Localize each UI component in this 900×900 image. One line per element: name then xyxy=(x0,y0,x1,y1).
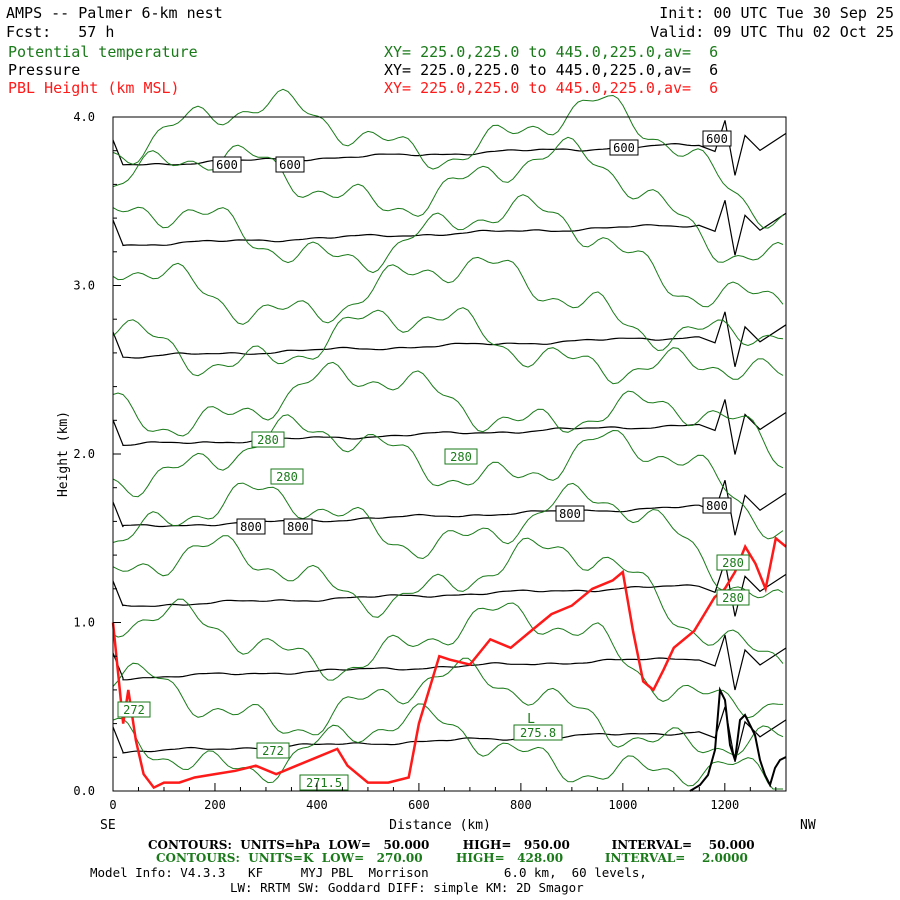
svg-text:272: 272 xyxy=(262,744,284,758)
theta-contour xyxy=(112,307,784,385)
theta-label: 280 xyxy=(251,431,285,448)
x-tick-label: 600 xyxy=(408,798,430,812)
pbl-height-line xyxy=(111,536,787,790)
model-info-line1: Model Info: V4.3.3 KF MYJ PBL Morrison 6… xyxy=(90,865,647,880)
init-time: Init: 00 UTC Tue 30 Sep 25 xyxy=(659,4,894,22)
pressure-contour xyxy=(112,561,787,617)
y-axis-label: Height (km) xyxy=(56,411,71,497)
theta-label: 280 xyxy=(270,468,304,485)
x-tick-label: 200 xyxy=(204,798,226,812)
theta-label: 280 xyxy=(716,589,750,606)
theta-contour xyxy=(112,88,784,229)
svg-text:275.8: 275.8 xyxy=(520,726,556,740)
svg-text:800: 800 xyxy=(240,520,262,534)
terrain-line xyxy=(689,686,787,792)
field-xy-pressure: XY= 225.0,225.0 to 445.0,225.0,av= 6 xyxy=(384,61,719,79)
field-xy-pbl: XY= 225.0,225.0 to 445.0,225.0,av= 6 xyxy=(384,79,719,97)
svg-text:280: 280 xyxy=(450,450,472,464)
terrain-profile xyxy=(689,686,787,792)
svg-text:280: 280 xyxy=(276,470,298,484)
theta-contours xyxy=(112,88,784,790)
x-tick-label: 800 xyxy=(510,798,532,812)
field-name-pressure: Pressure xyxy=(8,61,81,79)
theta-label: 280 xyxy=(716,554,750,571)
valid-time: Valid: 09 UTC Thu 02 Oct 25 xyxy=(650,23,894,41)
svg-text:800: 800 xyxy=(559,507,581,521)
pressure-label: 600 xyxy=(609,139,639,156)
pressure-label: 600 xyxy=(702,130,732,147)
theta-contour xyxy=(112,361,784,469)
pressure-contour xyxy=(112,634,787,691)
field-name-pbl: PBL Height (km MSL) xyxy=(8,79,180,97)
pressure-label: 800 xyxy=(702,497,732,514)
theta-label: 280 xyxy=(444,448,478,465)
pressure-label: 800 xyxy=(555,505,585,522)
model-info-line2: LW: RRTM SW: Goddard DIFF: simple KM: 2D… xyxy=(230,880,584,895)
left-end-label: SE xyxy=(100,818,116,833)
theta-contour xyxy=(112,703,783,790)
theta-contour xyxy=(112,256,784,352)
theta-label: 275.8 xyxy=(513,724,563,741)
svg-text:271.5: 271.5 xyxy=(306,776,342,790)
x-tick-label: 1200 xyxy=(710,798,739,812)
pressure-label: 600 xyxy=(275,156,305,173)
pressure-contour xyxy=(112,399,787,455)
svg-text:272: 272 xyxy=(123,703,145,717)
x-axis-label: Distance (km) xyxy=(389,818,491,833)
theta-contour xyxy=(112,414,784,540)
field-xy-theta: XY= 225.0,225.0 to 445.0,225.0,av= 6 xyxy=(384,43,719,61)
theta-label: 272 xyxy=(256,742,290,759)
axes: 0 200 400 600 800 1000 1200 0.0 1.0 2.0 3.0 4.0 xyxy=(73,110,777,812)
x-tick-label: 0 xyxy=(109,798,116,812)
svg-text:600: 600 xyxy=(279,158,301,172)
svg-text:280: 280 xyxy=(722,556,744,570)
pressure-label: 800 xyxy=(236,518,266,535)
y-tick-label: 4.0 xyxy=(73,110,95,124)
pressure-contour xyxy=(112,200,787,256)
pressure-label: 600 xyxy=(212,156,242,173)
y-tick-label: 0.0 xyxy=(73,784,95,798)
contour-info-pressure: CONTOURS: UNITS=hPa LOW= 50.000 HIGH= 95… xyxy=(148,838,755,852)
theta-contour xyxy=(112,657,784,756)
field-name-theta: Potential temperature xyxy=(8,43,198,61)
pressure-contour xyxy=(112,706,787,762)
svg-text:800: 800 xyxy=(706,499,728,513)
right-end-label: NW xyxy=(800,818,816,833)
pressure-contour xyxy=(112,480,787,536)
theta-label: 272 xyxy=(117,701,151,718)
theta-contour xyxy=(112,535,784,664)
theta-contour xyxy=(112,136,784,263)
chart-title: AMPS -- Palmer 6-km nest xyxy=(6,4,223,22)
x-tick-label: 1000 xyxy=(608,798,637,812)
forecast-hour: Fcst: 57 h xyxy=(6,23,115,41)
y-tick-label: 2.0 xyxy=(73,447,95,461)
contour-labels: 600 600 600 600 800 800 800 800 280 280 280 280 280 2… xyxy=(117,130,750,791)
y-tick-label: 3.0 xyxy=(73,279,95,293)
pressure-contour xyxy=(112,311,787,367)
svg-text:280: 280 xyxy=(722,591,744,605)
y-tick-label: 1.0 xyxy=(73,616,95,630)
low-marker: L xyxy=(527,712,535,727)
svg-text:600: 600 xyxy=(613,141,635,155)
contour-info-theta: CONTOURS: UNITS=K LOW= 270.00 HIGH= 428.… xyxy=(156,851,748,865)
theta-contour xyxy=(112,598,784,719)
theta-contour xyxy=(112,482,784,599)
theta-contour xyxy=(112,194,784,308)
pressure-label: 800 xyxy=(283,518,313,535)
svg-text:600: 600 xyxy=(216,158,238,172)
x-tick-label: 400 xyxy=(306,798,328,812)
theta-label: 271.5 xyxy=(299,774,349,791)
pbl-series xyxy=(111,536,787,790)
svg-text:800: 800 xyxy=(287,520,309,534)
svg-text:600: 600 xyxy=(706,132,728,146)
svg-text:280: 280 xyxy=(257,433,279,447)
